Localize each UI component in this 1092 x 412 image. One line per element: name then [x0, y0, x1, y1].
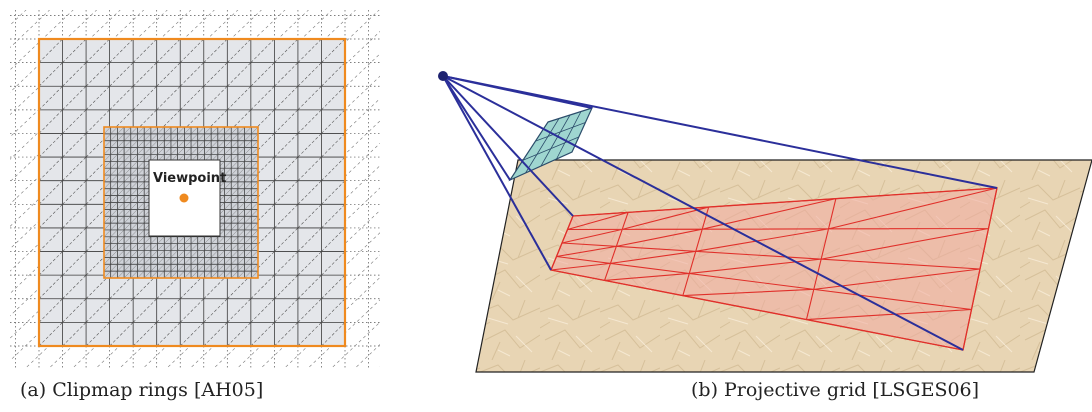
viewpoint-label: Viewpoint	[153, 171, 226, 186]
outer-ring-border	[37, 37, 347, 348]
frustum-ray-2	[442, 75, 964, 351]
middle-ring-fill	[104, 127, 258, 278]
frustum-ray-1	[442, 75, 998, 189]
frustum-ray-3	[442, 75, 552, 271]
caption-clipmap-rings: (a) Clipmap rings [AH05]	[20, 379, 264, 401]
projective-grid-diagram	[438, 71, 1092, 373]
frustum-ray-5	[442, 75, 593, 109]
frustum-ray-4	[442, 75, 574, 217]
clipmap-rings-diagram	[10, 10, 380, 368]
projected-grid-lines	[550, 187, 998, 351]
screen-plane-lines	[522, 111, 586, 174]
frustum-ray-6	[442, 75, 511, 181]
view-frustum-rays	[442, 75, 998, 351]
caption-projective-grid: (b) Projective grid [LSGES06]	[691, 379, 980, 401]
viewpoint-dot	[179, 193, 189, 203]
inner-ring-border	[148, 159, 221, 237]
middle-ring-border	[103, 126, 259, 279]
camera-point	[438, 71, 448, 81]
